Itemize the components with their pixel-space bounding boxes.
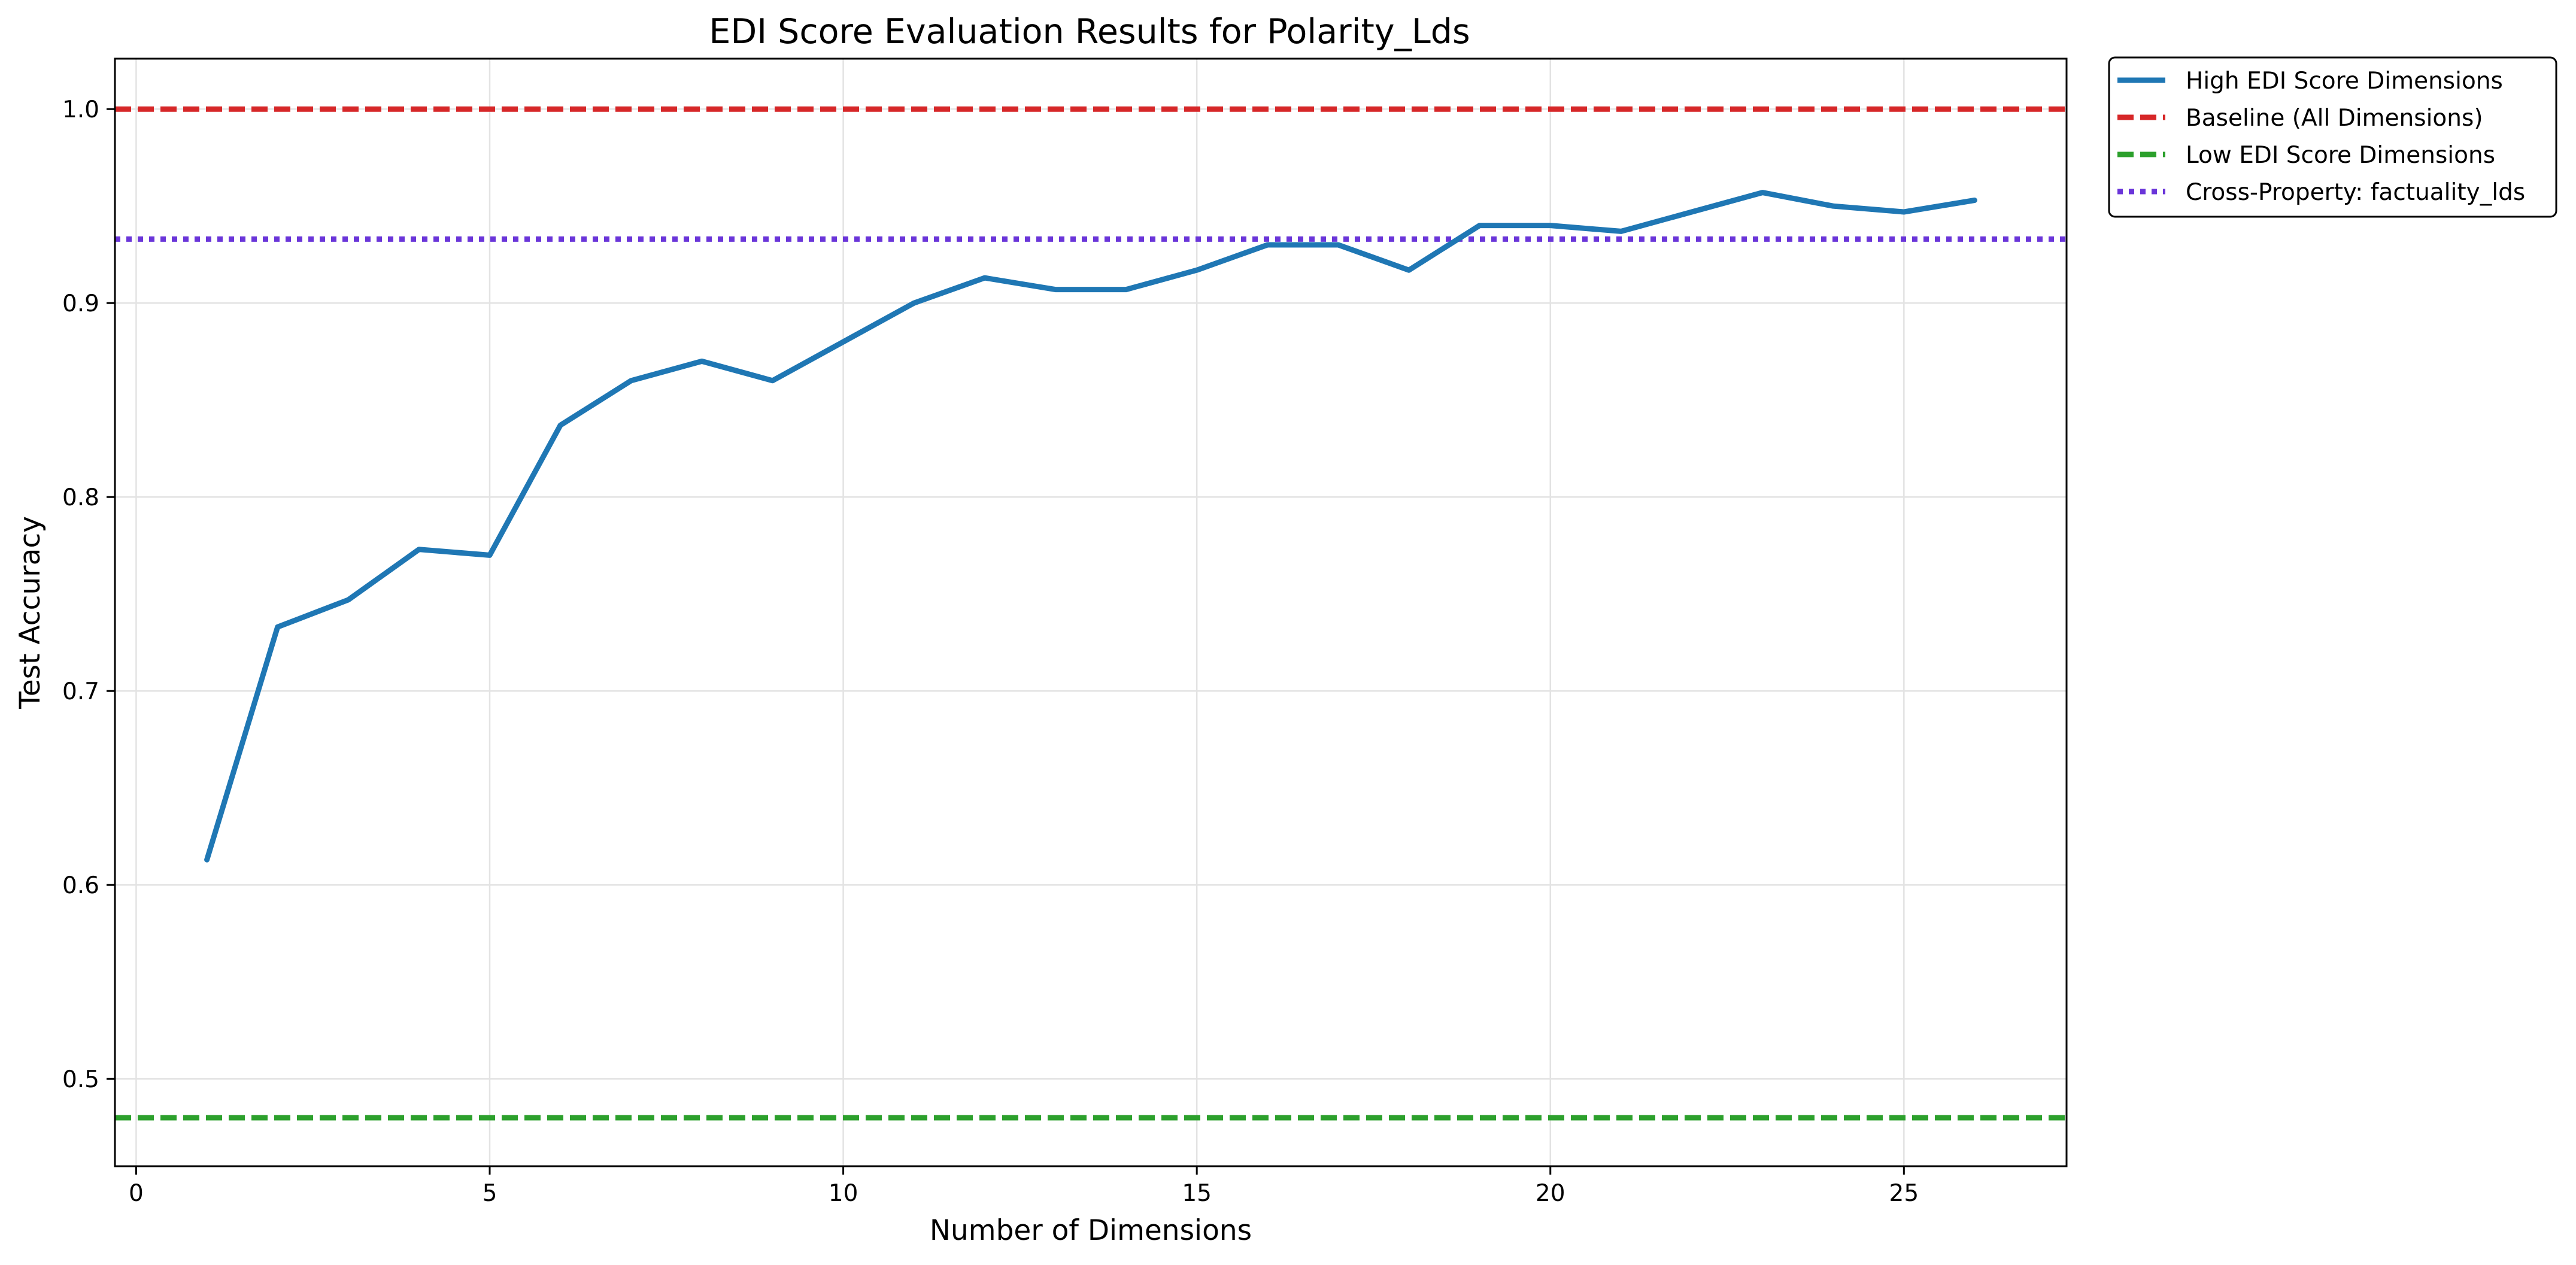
x-tick-label-3: 15 xyxy=(1182,1180,1212,1207)
y-tick-label-0: 0.5 xyxy=(62,1066,99,1093)
y-tick-label-3: 0.8 xyxy=(62,484,99,511)
axis-ticks: 0 5 10 15 20 25 0.5 0.6 0.7 0.8 0.9 1.0 xyxy=(62,96,1919,1207)
legend-box xyxy=(2108,56,2557,218)
x-tick-label-4: 20 xyxy=(1536,1180,1565,1207)
plot-area-frame xyxy=(114,57,2068,1167)
y-tick-label-2: 0.7 xyxy=(62,678,99,705)
x-tick-label-0: 0 xyxy=(129,1180,144,1207)
grid-lines xyxy=(115,59,2067,1166)
y-tick-label-4: 0.9 xyxy=(62,290,99,317)
y-axis-label: Test Accuracy xyxy=(14,516,47,709)
y-tick-label-5: 1.0 xyxy=(62,96,99,123)
x-tick-label-2: 10 xyxy=(829,1180,858,1207)
series-line-0 xyxy=(204,190,1977,863)
x-tick-label-1: 5 xyxy=(483,1180,497,1207)
x-axis-label: Number of Dimensions xyxy=(930,1214,1252,1247)
legend-label-1: Baseline (All Dimensions) xyxy=(2186,105,2483,132)
series-lines xyxy=(204,190,1977,863)
reference-lines xyxy=(115,106,2067,1121)
chart-title: EDI Score Evaluation Results for Polarit… xyxy=(709,12,1470,51)
legend-label-3: Cross-Property: factuality_lds xyxy=(2186,179,2525,206)
legend-label-0: High EDI Score Dimensions xyxy=(2186,68,2503,95)
legend: High EDI Score Dimensions Baseline (All D… xyxy=(2108,56,2557,218)
y-tick-label-1: 0.6 xyxy=(62,872,99,899)
legend-label-2: Low EDI Score Dimensions xyxy=(2186,142,2495,169)
x-tick-label-5: 25 xyxy=(1889,1180,1919,1207)
